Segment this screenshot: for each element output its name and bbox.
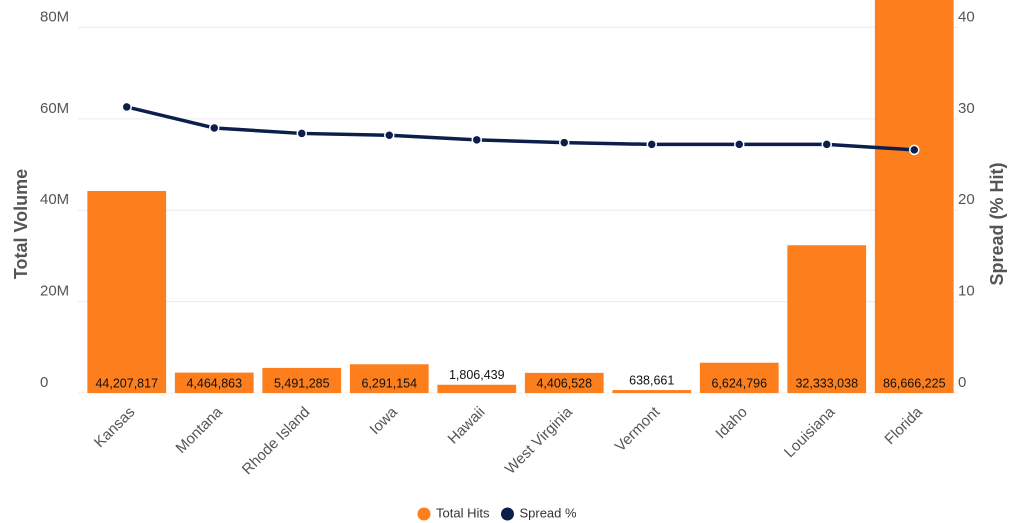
value-label: 86,666,225 xyxy=(883,376,946,390)
y-tick-label: 0 xyxy=(40,374,48,391)
legend-label: Spread % xyxy=(519,505,577,520)
value-label: 32,333,038 xyxy=(795,376,858,390)
point xyxy=(384,130,395,141)
value-label: 5,491,285 xyxy=(274,376,330,390)
point xyxy=(296,128,307,139)
point xyxy=(471,134,482,146)
point xyxy=(559,137,570,148)
y-tick-label: 80M xyxy=(40,8,69,25)
line xyxy=(126,105,915,152)
bar xyxy=(524,372,604,393)
legend-marker xyxy=(417,507,431,521)
bar xyxy=(874,0,954,393)
point xyxy=(909,144,920,156)
value-label: 6,291,154 xyxy=(361,376,417,390)
bar xyxy=(699,362,779,393)
value-label: 638,661 xyxy=(629,373,674,387)
value-label: 44,207,817 xyxy=(95,376,158,390)
x-tick-label: Iowa xyxy=(366,403,401,438)
bar xyxy=(174,372,254,393)
x-tick-label: Louisiana xyxy=(781,403,839,461)
x-tick-label: Florida xyxy=(881,403,926,448)
legend-label: Total Hits xyxy=(436,505,490,520)
point xyxy=(821,139,832,150)
y2-tick-label: 20 xyxy=(958,191,975,208)
x-tick-label: Hawaii xyxy=(445,404,489,448)
point xyxy=(646,139,657,150)
plot xyxy=(87,0,954,393)
x-tick-label: Vermont xyxy=(612,403,664,455)
y-tick-label: 40M xyxy=(40,191,69,208)
bar xyxy=(787,245,867,393)
x-tick-label: Idaho xyxy=(712,404,751,443)
value-label: 4,406,528 xyxy=(536,376,592,390)
bar xyxy=(262,367,342,393)
legend-marker xyxy=(500,507,514,521)
bar xyxy=(612,390,692,393)
x-tick-label: West Virginia xyxy=(502,403,577,478)
value-label: 6,624,796 xyxy=(711,376,767,390)
x-tick-label: Montana xyxy=(173,403,227,457)
y-tick-label: 20M xyxy=(40,283,69,300)
x-tick-label: Kansas xyxy=(91,404,138,451)
y2-axis-label: Spread (% Hit) xyxy=(987,162,1007,285)
point xyxy=(121,101,132,113)
value-label: 1,806,439 xyxy=(449,368,505,382)
y-axis-label: Total Volume xyxy=(11,169,31,279)
y2-tick-label: 0 xyxy=(958,374,966,391)
point xyxy=(209,122,220,134)
y2-tick-label: 40 xyxy=(958,8,975,25)
bar xyxy=(349,364,429,393)
point xyxy=(734,139,745,150)
y2-tick-label: 10 xyxy=(958,283,975,300)
value-label: 4,464,863 xyxy=(186,376,242,390)
bar xyxy=(87,190,167,393)
bar xyxy=(437,384,517,393)
y2-tick-label: 30 xyxy=(958,100,975,117)
x-tick-label: Rhode Island xyxy=(239,404,314,479)
y-tick-label: 60M xyxy=(40,100,69,117)
